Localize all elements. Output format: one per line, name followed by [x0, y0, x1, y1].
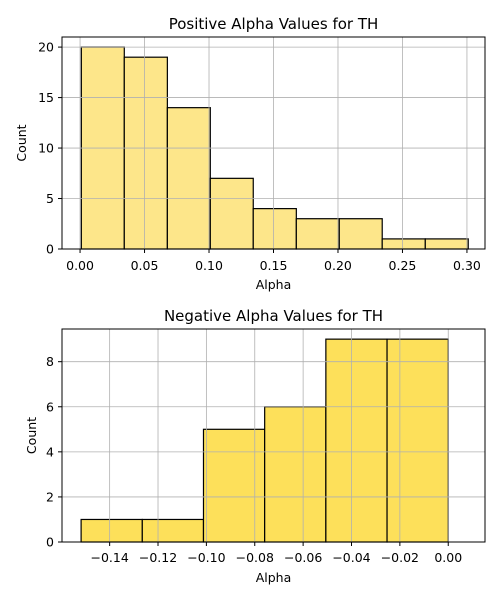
chart-title: Positive Alpha Values for TH [169, 15, 379, 33]
x-tick-label: 0.20 [324, 258, 352, 273]
histogram-bar [141, 518, 205, 543]
x-tick-label: −0.14 [90, 550, 128, 565]
histogram-bar [209, 177, 254, 250]
y-tick-label: 8 [46, 354, 54, 369]
x-tick-label: 0.00 [66, 258, 94, 273]
x-tick-label: 0.25 [389, 258, 417, 273]
y-tick-label: 4 [46, 444, 54, 459]
y-axis-label: Count [14, 124, 29, 161]
histogram-bar [295, 218, 340, 250]
y-tick-label: 0 [46, 242, 54, 257]
histogram-bar [424, 238, 469, 250]
x-tick-label: 0.30 [453, 258, 481, 273]
x-tick-label: 0.10 [195, 258, 223, 273]
chart-1: Positive Alpha Values for TH 0.00 0.05 0.10… [14, 15, 486, 292]
x-tick-label: −0.06 [284, 550, 322, 565]
chart-2: Negative Alpha Values for TH −0.14 −0.12 −0… [24, 307, 486, 585]
y-tick-label: 10 [38, 141, 54, 156]
x-axis-label: Alpha [256, 277, 292, 292]
y-tick-label: 6 [46, 399, 54, 414]
histogram-bar [264, 406, 327, 543]
y-tick-label: 2 [46, 489, 54, 504]
histogram-bar [123, 56, 168, 250]
x-axis-label: Alpha [256, 570, 292, 585]
y-tick-label: 5 [46, 191, 54, 206]
histogram-bar [202, 428, 266, 543]
histogram-bar [386, 338, 449, 543]
x-tick-label: −0.10 [187, 550, 225, 565]
histogram-bar [252, 208, 297, 250]
x-tick-label: −0.08 [236, 550, 274, 565]
x-tick-label: −0.04 [332, 550, 370, 565]
plot-frame [61, 328, 486, 543]
x-tick-label: −0.12 [139, 550, 177, 565]
chart-title: Negative Alpha Values for TH [164, 307, 383, 325]
x-tick-label: −0.02 [381, 550, 419, 565]
y-tick-label: 15 [38, 90, 54, 105]
x-tick-label: 0.00 [434, 550, 462, 565]
histogram-bar [325, 338, 388, 543]
x-tick-label: 0.15 [260, 258, 288, 273]
histogram-bar [338, 218, 383, 250]
y-axis-label: Count [24, 417, 39, 454]
x-tick-label: 0.05 [131, 258, 159, 273]
histogram-bar [166, 107, 211, 250]
y-tick-label: 20 [38, 40, 54, 55]
histogram-bar [80, 518, 143, 543]
y-tick-label: 0 [46, 535, 54, 550]
histogram-bar [381, 238, 426, 250]
